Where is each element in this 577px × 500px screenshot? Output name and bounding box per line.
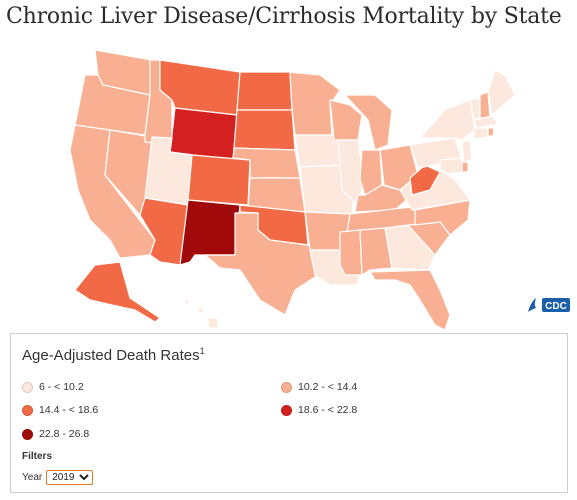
us-choropleth-map	[0, 40, 577, 336]
state-wy[interactable]	[169, 107, 238, 161]
year-filter: Year 2019	[22, 470, 94, 485]
legend-swatch	[281, 404, 292, 416]
state-ct[interactable]	[473, 127, 489, 140]
legend-label: 22.8 - 26.8	[39, 428, 90, 440]
state-ms[interactable]	[339, 229, 363, 276]
state-ga[interactable]	[384, 224, 436, 271]
legend-swatch	[22, 381, 33, 393]
cdc-logo: CDC	[524, 294, 572, 316]
state-ny[interactable]	[419, 99, 476, 141]
legend-panel: Age-Adjusted Death Rates1 6 - < 10.2 10.…	[10, 333, 568, 493]
state-me[interactable]	[487, 69, 516, 116]
state-hi[interactable]	[184, 299, 219, 329]
state-nd[interactable]	[236, 71, 293, 111]
state-mi[interactable]	[344, 94, 393, 151]
year-select[interactable]: 2019	[46, 470, 94, 485]
legend-swatch	[22, 404, 33, 416]
cdc-logo-text: CDC	[545, 301, 567, 312]
state-nj[interactable]	[461, 139, 473, 163]
legend-item-class-5[interactable]: 22.8 - 26.8	[22, 428, 89, 440]
legend-item-class-2[interactable]: 10.2 - < 14.4	[281, 381, 357, 393]
page-title: Chronic Liver Disease/Cirrhosis Mortalit…	[6, 4, 562, 29]
state-wi[interactable]	[329, 99, 363, 141]
state-fl[interactable]	[369, 269, 451, 331]
filters-heading: Filters	[22, 451, 53, 462]
legend-label: 18.6 - < 22.8	[298, 404, 358, 416]
legend-swatch	[281, 381, 292, 393]
state-ma[interactable]	[473, 115, 499, 129]
legend-label: 10.2 - < 14.4	[298, 381, 358, 393]
legend-item-class-1[interactable]: 6 - < 10.2	[22, 381, 84, 393]
state-co[interactable]	[187, 154, 251, 206]
footnote-marker: 1	[199, 346, 205, 356]
state-mn[interactable]	[289, 71, 341, 136]
hhs-eagle-icon	[528, 298, 536, 312]
legend-title: Age-Adjusted Death Rates1	[22, 346, 205, 364]
state-ak[interactable]	[74, 261, 161, 323]
state-al[interactable]	[359, 227, 393, 276]
legend-label: 14.4 - < 18.6	[39, 404, 99, 416]
legend-swatch	[22, 428, 33, 440]
state-md[interactable]	[439, 157, 463, 175]
legend-label: 6 - < 10.2	[39, 381, 84, 393]
state-sd[interactable]	[233, 109, 296, 151]
legend-item-class-3[interactable]: 14.4 - < 18.6	[22, 404, 98, 416]
state-tx[interactable]	[204, 212, 319, 316]
legend-item-class-4[interactable]: 18.6 - < 22.8	[281, 404, 357, 416]
state-ri[interactable]	[487, 127, 495, 137]
year-label: Year	[22, 472, 43, 483]
state-de[interactable]	[461, 161, 469, 173]
